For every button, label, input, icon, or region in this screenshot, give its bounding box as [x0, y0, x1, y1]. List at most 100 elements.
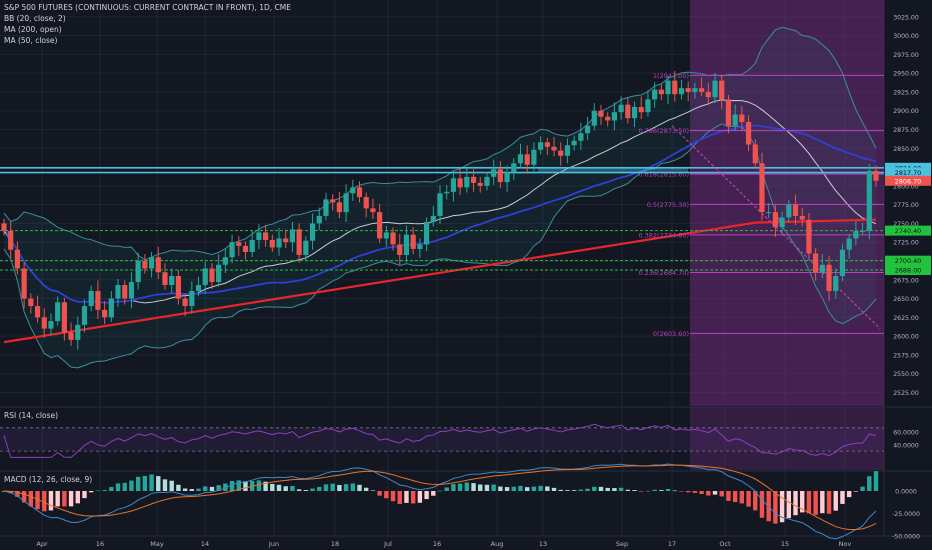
- candle-body: [839, 249, 846, 277]
- candle-body: [558, 150, 564, 156]
- ma200-line: [3, 218, 877, 344]
- macd-histogram-bar: [618, 487, 624, 491]
- macd-histogram-bar: [699, 491, 704, 495]
- macd-histogram-bar: [350, 483, 355, 491]
- candle-body: [705, 91, 711, 98]
- macd-histogram-bar: [457, 483, 463, 491]
- candle-body: [363, 197, 369, 209]
- candle-body: [685, 88, 691, 92]
- macd-histogram-bar: [404, 491, 409, 503]
- fib-label: 0.382(2734.80): [638, 231, 689, 239]
- macd-histogram-bar: [518, 485, 523, 491]
- candle-body: [155, 257, 161, 273]
- price-tag-label: 2806.70: [895, 177, 921, 185]
- macd-histogram-bar: [739, 491, 745, 504]
- macd-histogram-bar: [645, 490, 651, 492]
- price-tag-label: 2700.40: [895, 257, 921, 265]
- candle-body: [672, 80, 678, 95]
- candle-body: [256, 232, 262, 240]
- macd-histogram-bar: [290, 485, 295, 491]
- macd-histogram-bar: [176, 484, 181, 491]
- macd-histogram-bar: [256, 480, 262, 491]
- candle-body: [652, 89, 658, 100]
- candle-body: [437, 193, 443, 216]
- candle-body: [189, 291, 195, 307]
- macd-histogram-bar: [62, 491, 67, 507]
- macd-histogram-bar: [270, 483, 275, 491]
- macd-tick-label: -25.0000: [892, 511, 920, 518]
- chart-title: S&P 500 FUTURES (CONTINUOUS: CURRENT CON…: [4, 3, 292, 12]
- candle-body: [182, 298, 188, 307]
- macd-label[interactable]: MACD (12, 26, close, 9): [4, 475, 93, 484]
- price-tag: [885, 264, 931, 275]
- candle-body: [128, 282, 135, 299]
- macd-histogram-bar: [223, 483, 228, 491]
- y-tick-label: 3025.00: [893, 14, 919, 21]
- macd-histogram-bar: [873, 471, 879, 491]
- candle-body: [115, 285, 121, 299]
- candle-body: [772, 212, 778, 228]
- candle-body: [786, 204, 792, 218]
- macd-histogram-bar: [478, 484, 483, 491]
- candle-body: [1, 223, 7, 231]
- candle-body: [28, 298, 34, 307]
- candle-body: [343, 193, 349, 213]
- macd-histogram-bar: [759, 491, 765, 518]
- candle-body: [61, 302, 67, 333]
- bb-lower-line: [3, 123, 877, 369]
- candle-body: [719, 80, 725, 100]
- candle-body: [390, 232, 396, 245]
- macd-histogram-bar: [585, 488, 590, 491]
- ma50-line: [3, 124, 877, 304]
- candle-body: [216, 264, 222, 283]
- macd-histogram-bar: [310, 488, 315, 491]
- candle-body: [81, 306, 88, 325]
- macd-histogram-bar: [833, 491, 838, 511]
- x-tick-label: Sep: [616, 540, 628, 548]
- macd-histogram-bar: [800, 491, 805, 513]
- macd-histogram-bar: [89, 491, 94, 493]
- x-tick-label: Jul: [383, 540, 392, 548]
- macd-histogram-bar: [464, 482, 470, 491]
- macd-histogram-bar: [142, 475, 148, 491]
- candle-body: [504, 172, 510, 183]
- macd-histogram-bar: [853, 491, 859, 492]
- macd-histogram-bar: [679, 491, 684, 492]
- candle-body: [430, 215, 436, 222]
- candle-body: [819, 264, 825, 273]
- macd-histogram-bar: [484, 484, 490, 491]
- y-tick-label: 2950.00: [893, 71, 919, 78]
- macd-histogram-bar: [75, 491, 80, 504]
- y-tick-label: 2775.00: [893, 202, 919, 209]
- macd-histogram-bar: [779, 491, 785, 523]
- macd-histogram-bar: [806, 491, 812, 514]
- rsi-tick-label: 60.0000: [893, 430, 919, 437]
- macd-histogram-bar: [665, 489, 671, 491]
- macd-histogram-bar: [330, 483, 335, 491]
- y-tick-label: 2850.00: [893, 146, 919, 153]
- macd-histogram-bar: [685, 491, 691, 493]
- candle-body: [444, 191, 450, 194]
- y-tick-label: 2600.00: [893, 334, 919, 341]
- rsi-label[interactable]: RSI (14, close): [4, 411, 59, 420]
- macd-histogram-bar: [182, 488, 188, 491]
- indicator-ma200[interactable]: MA (200, open): [4, 25, 62, 34]
- candle-body: [712, 80, 718, 98]
- macd-histogram-bar: [525, 487, 530, 491]
- fib-label: 0.786(2873.50): [638, 127, 689, 135]
- price-tag-label: 2688.00: [895, 266, 921, 274]
- x-tick-label: 18: [331, 540, 339, 548]
- candle-body: [725, 99, 732, 126]
- y-tick-label: 2875.00: [893, 127, 919, 134]
- macd-histogram-bar: [102, 489, 107, 491]
- candle-body: [410, 234, 416, 249]
- macd-histogram-bar: [451, 484, 456, 491]
- candle-body: [276, 238, 282, 248]
- macd-histogram-bar: [55, 491, 60, 507]
- x-tick-label: 14: [201, 540, 209, 548]
- candle-body: [618, 104, 624, 113]
- indicator-ma50[interactable]: MA (50, close): [4, 36, 58, 45]
- candle-body: [108, 298, 114, 318]
- indicator-bb[interactable]: BB (20, close, 2): [4, 14, 66, 23]
